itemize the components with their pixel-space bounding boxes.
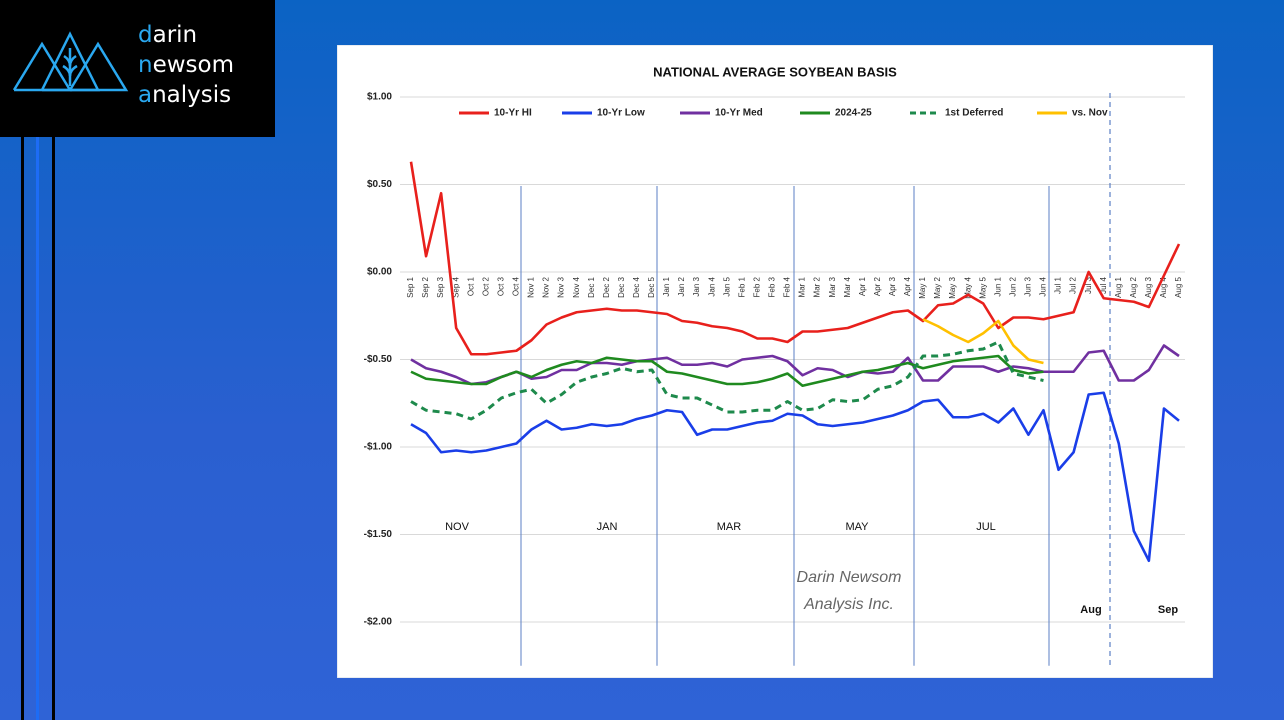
legend-label: 10-Yr HI xyxy=(494,108,532,119)
x-tick-label: Nov 2 xyxy=(542,276,551,297)
x-tick-label: Jan 4 xyxy=(707,276,716,296)
x-tick-label: Sep 2 xyxy=(421,276,430,297)
x-tick-label: Jan 3 xyxy=(692,276,701,296)
x-tick-label: Mar 2 xyxy=(813,276,822,297)
x-tick-label: Jun 1 xyxy=(993,276,1002,296)
y-tick-label: $0.00 xyxy=(367,267,392,278)
logo-icon xyxy=(12,31,129,92)
logo: darin newsom analysis xyxy=(0,0,275,137)
legend-label: 10-Yr Low xyxy=(597,108,645,119)
x-tick-label: Aug 1 xyxy=(1114,276,1123,297)
x-tick-label: Aug 3 xyxy=(1144,276,1153,297)
x-tick-label: Aug 5 xyxy=(1174,276,1183,297)
section-label: MAR xyxy=(717,521,742,533)
y-tick-label: -$1.50 xyxy=(364,529,393,540)
x-tick-label: Sep 3 xyxy=(436,276,445,297)
x-tick-label: Sep 4 xyxy=(451,276,460,297)
logo-word: analysis xyxy=(138,82,232,108)
x-tick-label: Aug 4 xyxy=(1159,276,1168,297)
series-line xyxy=(410,340,1044,421)
series-line xyxy=(410,354,1044,388)
x-tick-label: Oct 1 xyxy=(466,276,475,296)
series-line xyxy=(410,391,1180,563)
section-label: Aug xyxy=(1080,604,1101,616)
logo-word: darin xyxy=(138,22,198,48)
legend-label: 1st Deferred xyxy=(945,108,1003,119)
watermark: Analysis Inc. xyxy=(803,596,894,613)
stripe xyxy=(52,137,55,720)
y-tick-label: -$2.00 xyxy=(364,617,393,628)
stripe xyxy=(36,137,39,720)
x-tick-label: Dec 2 xyxy=(602,276,611,297)
chart-title: NATIONAL AVERAGE SOYBEAN BASIS xyxy=(653,64,897,79)
section-label: JUL xyxy=(976,521,996,533)
watermark: Darin Newsom xyxy=(797,569,902,586)
x-tick-label: Dec 5 xyxy=(647,276,656,297)
logo-word: newsom xyxy=(138,52,234,78)
y-tick-label: -$0.50 xyxy=(364,354,393,365)
x-tick-label: Nov 4 xyxy=(572,276,581,297)
x-tick-label: Nov 1 xyxy=(527,276,536,297)
x-tick-label: Jun 4 xyxy=(1039,276,1048,296)
legend-label: 2024-25 xyxy=(835,108,872,119)
x-tick-label: Oct 4 xyxy=(512,276,521,296)
x-tick-label: Mar 4 xyxy=(843,276,852,297)
section-label: NOV xyxy=(445,521,470,533)
x-tick-label: Aug 2 xyxy=(1129,276,1138,297)
x-tick-label: Dec 3 xyxy=(617,276,626,297)
x-tick-label: Feb 1 xyxy=(737,276,746,297)
x-tick-label: Feb 2 xyxy=(752,276,761,297)
x-tick-label: Apr 1 xyxy=(858,276,867,296)
series-line xyxy=(922,318,1044,365)
x-tick-label: Apr 2 xyxy=(873,276,882,296)
x-tick-label: Jun 3 xyxy=(1024,276,1033,296)
chart: NATIONAL AVERAGE SOYBEAN BASIS $1.00 $0.5… xyxy=(336,44,1214,679)
x-tick-label: Dec 4 xyxy=(632,276,641,297)
x-tick-label: Jul 3 xyxy=(1084,276,1093,293)
x-tick-label: Jun 2 xyxy=(1008,276,1017,296)
x-tick-label: Jan 5 xyxy=(722,276,731,296)
x-tick-label: May 1 xyxy=(918,276,927,298)
x-tick-label: Apr 3 xyxy=(888,276,897,296)
y-tick-label: $1.00 xyxy=(367,92,392,103)
legend-label: 10-Yr Med xyxy=(715,108,763,119)
x-tick-label: Jan 1 xyxy=(662,276,671,296)
stripe xyxy=(21,137,24,720)
y-tick-label: -$1.00 xyxy=(364,442,393,453)
x-tick-label: Jul 2 xyxy=(1069,276,1078,293)
section-label: JAN xyxy=(597,521,618,533)
series-line xyxy=(410,344,1180,386)
x-tick-label: Jan 2 xyxy=(677,276,686,296)
y-tick-label: $0.50 xyxy=(367,179,392,190)
chart-panel: NATIONAL AVERAGE SOYBEAN BASIS $1.00 $0.5… xyxy=(336,44,1214,683)
x-tick-label: May 4 xyxy=(963,276,972,298)
section-label: MAY xyxy=(845,521,869,533)
x-tick-label: Mar 1 xyxy=(798,276,807,297)
x-tick-label: Oct 3 xyxy=(496,276,505,296)
series-line xyxy=(409,161,1181,356)
x-tick-label: Nov 3 xyxy=(557,276,566,297)
x-tick-label: Feb 3 xyxy=(768,276,777,297)
x-tick-label: May 2 xyxy=(933,276,942,298)
x-tick-label: Sep 1 xyxy=(406,276,415,297)
x-tick-label: May 5 xyxy=(978,276,987,298)
x-tick-label: Oct 2 xyxy=(481,276,490,296)
x-tick-label: Apr 4 xyxy=(903,276,912,296)
x-tick-label: May 3 xyxy=(948,276,957,298)
x-tick-label: Jul 1 xyxy=(1054,276,1063,293)
x-tick-label: Feb 4 xyxy=(783,276,792,297)
x-tick-label: Mar 3 xyxy=(828,276,837,297)
legend-label: vs. Nov xyxy=(1072,108,1108,119)
x-tick-label: Dec 1 xyxy=(587,276,596,297)
section-label: Sep xyxy=(1158,604,1178,616)
x-tick-label: Jul 4 xyxy=(1099,276,1108,293)
